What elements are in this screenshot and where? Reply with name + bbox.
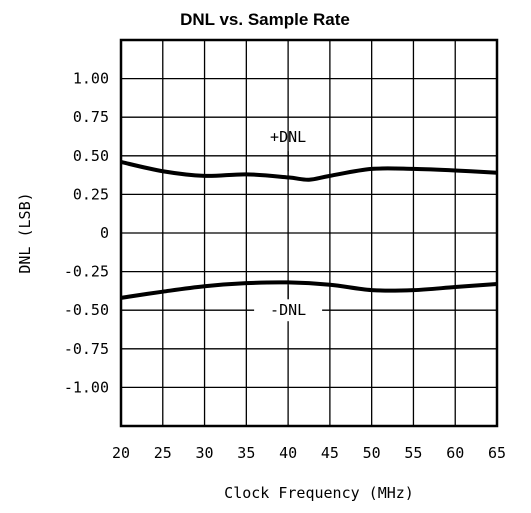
y-tick-label: -0.75 — [64, 340, 109, 358]
y-tick-label: 0.75 — [73, 108, 109, 126]
x-tick-label: 20 — [112, 444, 130, 462]
x-tick-label: 60 — [446, 444, 464, 462]
x-tick-label: 30 — [196, 444, 214, 462]
y-tick-label: 0.25 — [73, 185, 109, 203]
annotation-plus-dnl: +DNL — [270, 128, 306, 146]
y-tick-label: -1.00 — [64, 378, 109, 396]
y-tick-label: 1.00 — [73, 70, 109, 88]
series-layer — [120, 160, 498, 300]
x-tick-label: 35 — [237, 444, 255, 462]
x-tick-label: 25 — [154, 444, 172, 462]
series-line-plus-dnl — [120, 160, 498, 182]
y-tick-label: -0.50 — [64, 301, 109, 319]
x-tick-label: 40 — [279, 444, 297, 462]
series-line-minus-dnl — [120, 280, 498, 300]
annotation-background — [254, 299, 323, 322]
annotation-minus-dnl: -DNL — [270, 301, 306, 319]
plot-frame — [119, 38, 499, 428]
grid — [121, 40, 497, 426]
y-tick-labels: 1.00 0.75 0.50 0.25 0 -0.25 -0.50 -0.75 -1.00 — [64, 70, 109, 397]
x-tick-label: 65 — [488, 444, 506, 462]
x-tick-label: 55 — [404, 444, 422, 462]
x-tick-label: 45 — [321, 444, 339, 462]
y-tick-label: 0 — [100, 224, 109, 242]
y-tick-label: -0.25 — [64, 263, 109, 281]
chart-title: DNL vs. Sample Rate — [180, 10, 350, 29]
y-axis-label: DNL (LSB) — [16, 192, 34, 273]
x-axis-label: Clock Frequency (MHz) — [224, 484, 414, 502]
x-tick-label: 50 — [363, 444, 381, 462]
x-tick-labels: 20 25 30 35 40 45 50 55 60 65 — [112, 444, 506, 462]
annotation-layer: +DNL -DNL — [254, 128, 323, 322]
y-tick-label: 0.50 — [73, 147, 109, 165]
